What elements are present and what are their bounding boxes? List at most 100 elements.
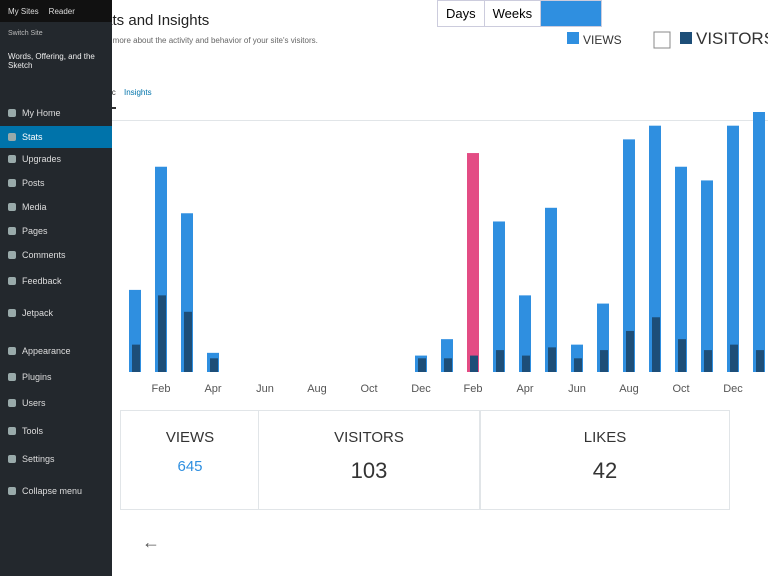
menu-item[interactable]: Posts (0, 172, 112, 194)
menu-item[interactable]: Appearance (0, 340, 112, 362)
menu-icon (8, 133, 16, 141)
legend-label: VIEWS (583, 33, 622, 47)
x-tick-label: Aug (619, 383, 639, 395)
menu-icon (8, 347, 16, 355)
menu-label: Tools (22, 426, 44, 436)
sidebar: My Sites Reader Switch Site Words, Offer… (0, 0, 112, 576)
bar (701, 180, 713, 372)
back-arrow[interactable]: ← (142, 532, 160, 552)
menu-icon (8, 277, 16, 285)
bar (467, 153, 479, 372)
menu-icon (8, 455, 16, 463)
menu-icon (8, 155, 16, 163)
menu-icon (8, 203, 16, 211)
menu-item[interactable]: Feedback (0, 270, 112, 292)
menu-item[interactable]: Plugins (0, 366, 112, 388)
bar (753, 112, 765, 372)
x-tick-label: Aug (307, 383, 327, 395)
menu-label: Upgrades (22, 154, 62, 164)
bar (574, 358, 582, 372)
x-tick-label: Jun (256, 383, 274, 395)
bar (730, 344, 738, 372)
menu-icon (8, 487, 16, 495)
menu-label: My Home (22, 108, 61, 118)
bar (184, 311, 192, 372)
x-tick-label: Apr (204, 383, 221, 395)
bar (519, 295, 531, 372)
admin-bar-item[interactable]: Reader (48, 6, 75, 16)
menu-icon (8, 373, 16, 381)
summary-value: 42 (592, 458, 618, 483)
bar (496, 350, 504, 372)
menu-icon (8, 427, 16, 435)
menu-label: Comments (22, 250, 66, 260)
summary-box[interactable]: VIEWS 645 (120, 410, 260, 510)
chart: FebAprJunAugOctDecFebAprJunAugOctDecFebV… (129, 29, 768, 395)
summary-box[interactable]: LIKES 42 (480, 410, 730, 510)
menu-label: Media (22, 202, 47, 212)
menu-item[interactable]: Stats (0, 126, 112, 148)
menu-icon (8, 227, 16, 235)
bar (727, 125, 739, 373)
menu-label: Users (22, 398, 46, 408)
bar (545, 207, 557, 372)
x-tick-label: Oct (672, 383, 689, 395)
site-name[interactable]: Words, Offering, and the Sketch (8, 52, 95, 70)
bar (210, 358, 218, 372)
menu-item[interactable]: Media (0, 196, 112, 218)
bar (548, 347, 556, 372)
period-button[interactable]: Days (438, 1, 485, 26)
bar (626, 330, 634, 372)
menu-label: Collapse menu (22, 486, 83, 496)
legend-label: VISITORS (696, 29, 768, 48)
bar (493, 221, 505, 372)
admin-bar-item[interactable]: My Sites (8, 6, 39, 16)
menu-item[interactable]: Pages (0, 220, 112, 242)
menu-item[interactable]: Tools (0, 420, 112, 442)
legend-checkbox[interactable] (653, 31, 671, 49)
legend-swatch (680, 32, 692, 44)
menu-item[interactable]: Upgrades (0, 148, 112, 170)
menu-item[interactable]: Users (0, 392, 112, 414)
summary-box[interactable]: VISITORS 103 (258, 410, 480, 510)
summary-label: LIKES (583, 429, 627, 446)
x-tick-label: Dec (723, 383, 743, 395)
menu-label: Stats (22, 132, 43, 142)
menu-item[interactable]: Collapse menu (0, 480, 112, 502)
menu-item[interactable]: Settings (0, 448, 112, 470)
tab[interactable]: Insights (124, 88, 152, 97)
bar (652, 317, 660, 372)
menu-icon (8, 179, 16, 187)
menu-icon (8, 251, 16, 259)
menu-item[interactable]: Jetpack (0, 302, 112, 324)
bar (675, 166, 687, 372)
bar (649, 125, 661, 373)
menu-icon (8, 109, 16, 117)
x-tick-label: Feb (152, 383, 171, 395)
bar (678, 339, 686, 372)
menu-label: Pages (22, 226, 48, 236)
summary-label: VIEWS (165, 429, 215, 446)
x-tick-label: Feb (464, 383, 483, 395)
bar (158, 295, 166, 372)
menu-label: Feedback (22, 276, 62, 286)
bar (132, 344, 140, 372)
menu-icon (8, 399, 16, 407)
bar (756, 350, 764, 372)
summary-label: VISITORS (334, 429, 404, 446)
menu-label: Settings (22, 454, 55, 464)
bar (444, 358, 452, 372)
switch-site[interactable]: Switch Site (8, 30, 43, 37)
divider (82, 120, 768, 121)
bar (470, 355, 478, 372)
menu-item[interactable]: Comments (0, 244, 112, 266)
x-tick-label: Apr (516, 383, 533, 395)
menu-label: Plugins (22, 372, 52, 382)
summary-value: 103 (350, 458, 388, 483)
menu-item[interactable]: My Home (0, 102, 112, 124)
x-tick-label: Dec (411, 383, 431, 395)
period-button[interactable]: Weeks (485, 1, 542, 26)
period-button-active[interactable] (541, 1, 602, 26)
bar (522, 355, 530, 372)
